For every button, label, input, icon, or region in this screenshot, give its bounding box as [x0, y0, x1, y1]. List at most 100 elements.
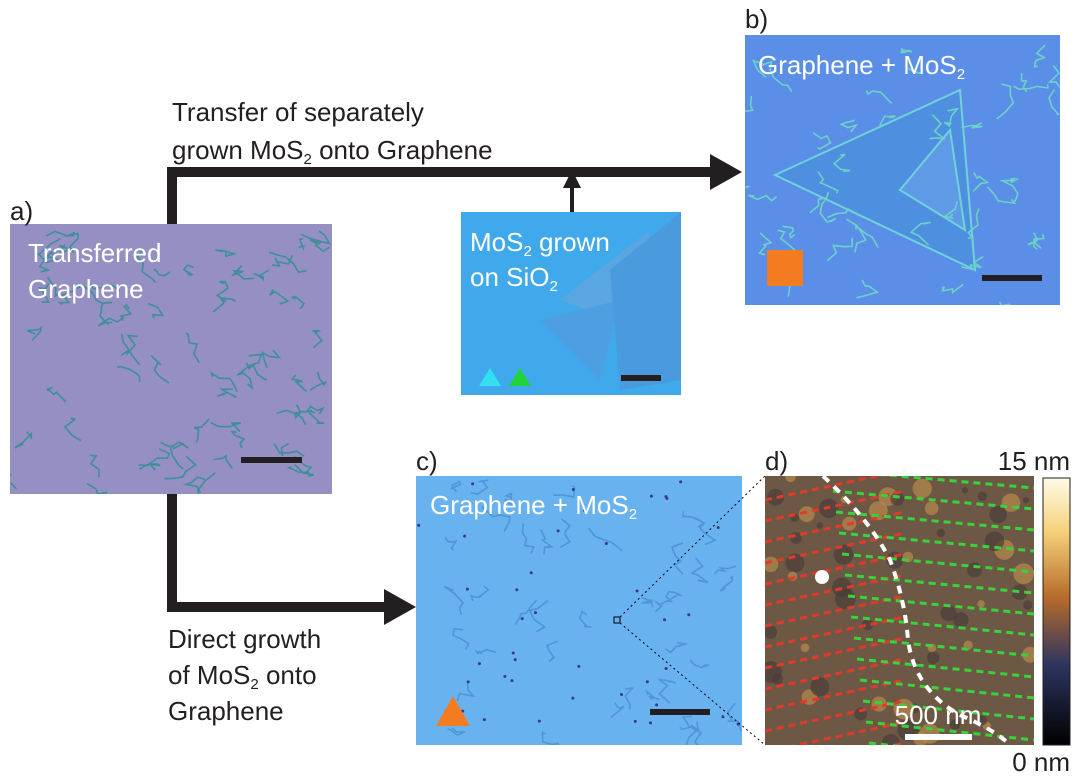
arrow-head: [384, 589, 416, 625]
texture-blob: [927, 651, 940, 664]
texture-dot: [510, 679, 513, 682]
texture-dot: [503, 675, 506, 678]
texture-dot: [521, 617, 524, 620]
colorbar-min: 0 nm: [1012, 747, 1070, 776]
texture-dot: [557, 529, 560, 532]
text-run: Transferred: [28, 238, 161, 268]
text-block: Graphene + MoS2: [758, 50, 965, 83]
subscript: 2: [250, 676, 258, 693]
texture-dot: [646, 680, 649, 683]
texture-blob: [1023, 600, 1032, 609]
texture-blob: [882, 734, 900, 752]
text-run: Transfer of separately: [172, 97, 424, 127]
texture-dot: [665, 667, 668, 670]
texture-dot: [514, 658, 517, 661]
arrow-head: [710, 154, 742, 190]
texture-dot: [466, 588, 469, 591]
panel-label: a): [10, 196, 33, 226]
subscript: 2: [304, 151, 312, 168]
texture-dot: [467, 680, 470, 683]
text-run: grown: [532, 227, 610, 257]
subscript: 2: [629, 506, 637, 523]
texture-dot: [483, 718, 486, 721]
texture-dot: [471, 482, 474, 485]
dashed-line: [765, 743, 905, 773]
texture-blob: [810, 677, 829, 696]
text-run: Graphene + MoS: [758, 50, 957, 80]
dashed-line: [869, 743, 1034, 761]
direct-arrow: [172, 494, 388, 607]
colorbar-max: 15 nm: [998, 446, 1070, 476]
colorbar: [1043, 478, 1070, 745]
texture-dot: [463, 535, 466, 538]
text-line: Transfer of separately: [172, 97, 424, 127]
text-line: MoS2 grown: [470, 227, 610, 260]
texture-blob: [977, 600, 984, 607]
text-line: Graphene + MoS2: [430, 490, 637, 523]
panel-label: d): [765, 446, 788, 476]
text-run: onto: [259, 660, 317, 690]
texture-dot: [534, 611, 537, 614]
texture-blob: [967, 562, 982, 577]
scale-bar: [650, 709, 710, 715]
texture-dot: [655, 703, 658, 706]
texture-blob: [763, 557, 778, 572]
texture-dot: [663, 618, 666, 621]
text-run: onto Graphene: [312, 135, 493, 165]
texture-blob: [989, 506, 1007, 524]
subscript: 2: [523, 243, 531, 260]
texture-blob: [962, 487, 968, 493]
texture-blob: [1023, 497, 1029, 503]
texture-dot: [478, 662, 481, 665]
texture-blob: [977, 492, 986, 501]
text-run: MoS: [470, 227, 523, 257]
page: a) b) c) d) 15 nm 0 nm 500 nm Transfer o…: [0, 0, 1074, 776]
text-line: grown MoS2 onto Graphene: [172, 135, 493, 168]
text-line: Transferred: [28, 238, 161, 268]
orange-square: [767, 250, 803, 286]
scale-bar: [982, 275, 1042, 281]
text-run: Graphene: [28, 274, 144, 304]
texture-blob: [790, 532, 802, 544]
texture-dot: [620, 693, 623, 696]
texture-dot: [530, 571, 533, 574]
texture-dot: [650, 495, 653, 498]
texture-dot: [512, 651, 515, 654]
texture-blob: [913, 479, 932, 498]
text-line: Graphene: [168, 696, 284, 726]
scale-bar: [241, 457, 302, 463]
texture-dot: [515, 588, 518, 591]
texture-dot: [538, 720, 541, 723]
panel-label: c): [416, 446, 438, 476]
text-line: of MoS2 onto: [168, 660, 317, 693]
text-run: Direct growth: [168, 624, 321, 654]
texture-dot: [417, 524, 420, 527]
texture-line: [715, 186, 750, 196]
texture-blob: [1013, 563, 1034, 584]
texture-dot: [679, 480, 682, 483]
texture-dot: [571, 697, 574, 700]
text-block: Graphene + MoS2: [430, 490, 637, 523]
text-run: Graphene + MoS: [430, 490, 629, 520]
particle: [815, 570, 829, 584]
texture-dot: [605, 542, 608, 545]
texture-dot: [636, 589, 639, 592]
scale-bar: [621, 375, 661, 381]
texture-blob: [801, 643, 810, 652]
text-run: Graphene: [168, 696, 284, 726]
texture-blob: [772, 674, 783, 685]
text-line: on SiO2: [470, 262, 558, 295]
texture-blob: [925, 501, 939, 515]
subscript: 2: [957, 66, 965, 83]
text-line: Graphene: [28, 274, 144, 304]
scale-bar: [905, 734, 972, 740]
texture-dot: [721, 715, 724, 718]
texture-dot: [649, 721, 652, 724]
figure: a) b) c) d) 15 nm 0 nm 500 nm Transfer o…: [0, 0, 1074, 776]
text-run: of MoS: [168, 660, 250, 690]
texture-dot: [687, 613, 690, 616]
panel-label: b): [745, 4, 768, 34]
text-line: Graphene + MoS2: [758, 50, 965, 83]
texture-blob: [816, 522, 823, 529]
